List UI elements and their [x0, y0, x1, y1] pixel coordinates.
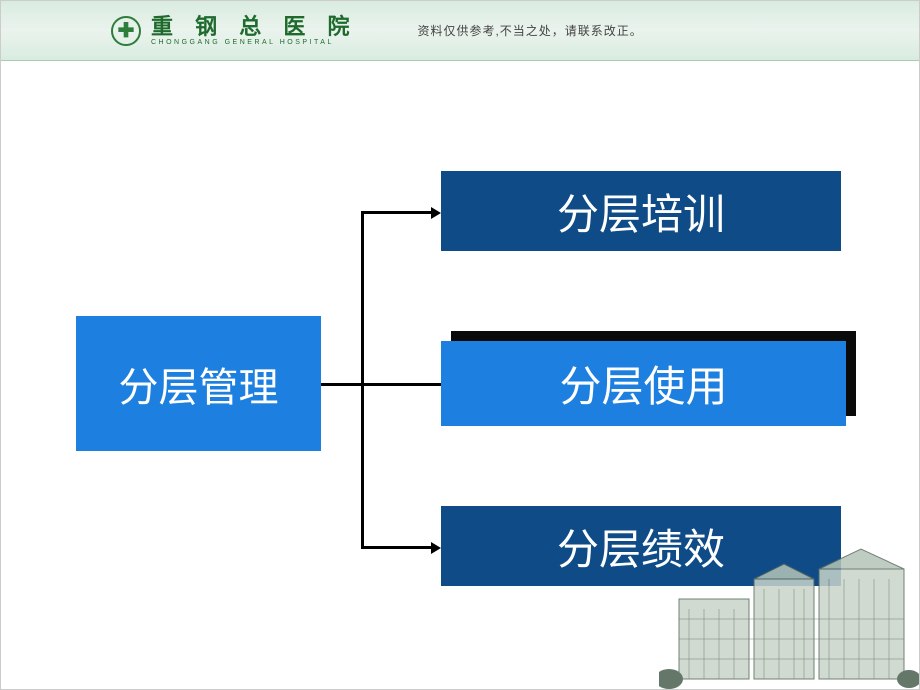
hierarchy-diagram: 分层管理 分层培训 分层使用 分层绩效 [1, 61, 919, 689]
child-node-training: 分层培训 [441, 171, 841, 251]
org-name-en: CHONGGANG GENERAL HOSPITAL [151, 39, 357, 47]
disclaimer-text: 资料仅供参考,不当之处，请联系改正。 [417, 22, 642, 39]
connector-segment [361, 546, 433, 549]
child-node-usage: 分层使用 [441, 341, 846, 426]
root-node-label: 分层管理 [119, 355, 279, 413]
arrow-icon [431, 207, 441, 219]
arrow-icon [431, 542, 441, 554]
org-name-block: 重 钢 总 医 院 CHONGGANG GENERAL HOSPITAL [151, 15, 357, 47]
logo-block: ✚ 重 钢 总 医 院 CHONGGANG GENERAL HOSPITAL [111, 15, 357, 47]
connector-segment [361, 211, 364, 549]
org-name-cn: 重 钢 总 医 院 [151, 15, 357, 39]
child-node-label: 分层培训 [557, 181, 725, 242]
header-bar: ✚ 重 钢 总 医 院 CHONGGANG GENERAL HOSPITAL 资… [1, 1, 919, 61]
building-illustration [659, 529, 919, 689]
connector-segment [321, 383, 364, 386]
root-node: 分层管理 [76, 316, 321, 451]
hospital-logo-icon: ✚ [111, 16, 141, 46]
connector-segment [361, 383, 441, 386]
child-node-label: 分层使用 [559, 353, 727, 414]
connector-segment [361, 211, 433, 214]
